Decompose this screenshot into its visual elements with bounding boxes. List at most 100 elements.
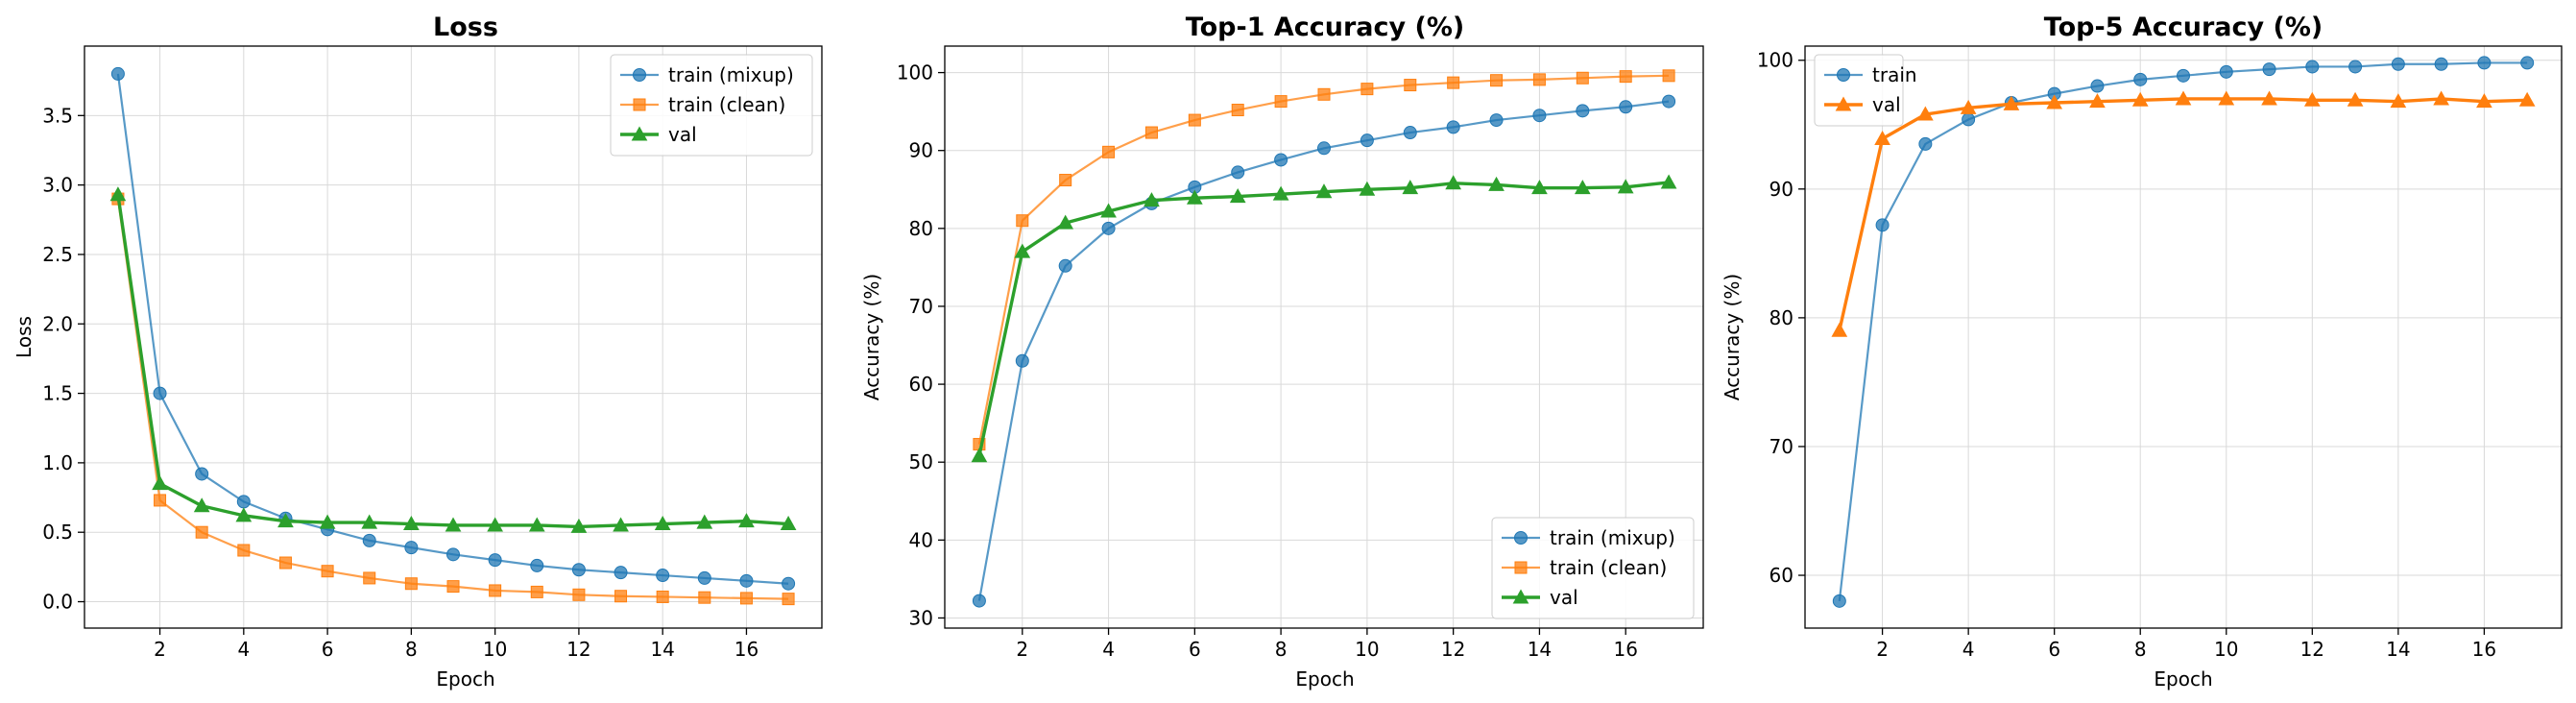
top1-point-train-mixup <box>1360 133 1374 148</box>
loss-point-train-mixup <box>362 533 376 547</box>
top1-legend-box <box>1491 517 1695 619</box>
top1-y-tick-label: 70 <box>909 295 933 318</box>
loss-point-train-clean <box>614 590 628 603</box>
top1-panel: Top-1 Accuracy (%) 2 4 6 8 10 12 14 16 30 40 50 60… <box>860 12 1704 691</box>
loss-point-val <box>487 517 503 532</box>
top1-legend-label-train-clean: train (clean) <box>1550 556 1667 579</box>
top5-point-val <box>2390 93 2407 109</box>
top5-point-train <box>1962 112 1976 127</box>
loss-legend-marker-train-mixup <box>633 68 646 82</box>
loss-y-tick-label: 0.0 <box>42 591 73 614</box>
top1-legend-entry-train-clean: train (clean) <box>1502 556 1667 579</box>
top1-legend-label-val: val <box>1550 586 1578 609</box>
top5-point-train <box>1918 136 1933 151</box>
top1-y-tick-label: 50 <box>909 450 933 473</box>
top5-point-train <box>1832 594 1846 608</box>
loss-point-train-mixup <box>110 66 125 81</box>
loss-legend-entry-val: val <box>620 123 697 146</box>
top1-point-train-mixup <box>1015 353 1029 368</box>
top1-point-train-mixup <box>1662 94 1676 109</box>
top5-point-val <box>1831 322 1848 337</box>
loss-point-train-mixup <box>697 570 711 585</box>
top1-point-val <box>1445 175 1462 190</box>
top5-point-val <box>2261 90 2277 106</box>
top5-y-ticks: 60 70 80 90 100 <box>1757 49 1805 587</box>
top1-point-train-clean <box>1447 76 1460 89</box>
top1-x-tick-label: 12 <box>1441 638 1465 661</box>
loss-point-train-clean <box>656 590 669 603</box>
top1-point-train-mixup <box>1576 104 1590 118</box>
top1-point-val <box>1057 214 1074 230</box>
top1-x-tick-label: 6 <box>1189 638 1201 661</box>
top1-y-tick-label: 90 <box>909 139 933 162</box>
top1-point-train-clean <box>1102 145 1116 158</box>
top1-point-train-clean <box>1059 174 1072 187</box>
loss-point-train-mixup <box>446 547 460 562</box>
top5-legend-label-val: val <box>1872 93 1901 116</box>
loss-x-tick-label: 16 <box>734 638 758 661</box>
top1-point-val <box>1574 180 1591 195</box>
loss-point-train-mixup <box>530 558 544 572</box>
loss-x-tick-label: 6 <box>322 638 334 661</box>
loss-point-train-clean <box>489 584 502 597</box>
loss-legend-marker-train-clean <box>633 98 646 111</box>
loss-point-val <box>152 475 168 491</box>
top5-legend-box <box>1814 54 1904 127</box>
top5-point-val <box>2046 94 2063 109</box>
loss-y-tick-label: 2.5 <box>42 243 73 266</box>
top1-point-train-mixup <box>1403 126 1417 140</box>
top5-point-train <box>2219 64 2233 79</box>
top5-y-tick-label: 90 <box>1769 178 1794 201</box>
loss-point-val <box>780 515 797 531</box>
loss-x-tick-label: 12 <box>566 638 590 661</box>
loss-legend-label-train-mixup: train (mixup) <box>668 63 794 86</box>
top1-line-train-clean <box>977 74 1670 445</box>
top5-point-val <box>2518 91 2536 107</box>
top1-plot-frame <box>944 45 1704 629</box>
top1-point-train-clean <box>1619 70 1632 84</box>
top5-x-tick-label: 6 <box>2048 638 2060 661</box>
loss-point-val <box>403 515 420 531</box>
top5-point-val <box>2476 93 2492 109</box>
top1-y-ticks: 30 40 50 60 70 80 90 100 <box>897 61 945 629</box>
top1-x-tick-label: 10 <box>1355 638 1379 661</box>
top1-point-train-mixup <box>1446 120 1460 134</box>
loss-point-train-clean <box>363 571 376 585</box>
top1-point-train-mixup <box>1101 221 1116 235</box>
top1-y-axis-label: Accuracy (%) <box>860 274 883 400</box>
top1-point-val <box>1014 243 1031 258</box>
loss-grid <box>84 46 822 628</box>
top1-point-val <box>1617 179 1634 194</box>
loss-point-train-mixup <box>656 569 670 583</box>
top5-point-train <box>2133 72 2148 86</box>
top5-point-train <box>2305 60 2320 74</box>
top5-y-tick-label: 80 <box>1769 306 1794 329</box>
top5-y-axis-label: Accuracy (%) <box>1721 274 1744 400</box>
top5-x-tick-label: 2 <box>1876 638 1889 661</box>
loss-y-tick-label: 2.0 <box>42 312 73 335</box>
loss-legend-label-val: val <box>668 123 697 146</box>
top5-point-train <box>1875 218 1890 232</box>
top1-series-val <box>971 174 1677 463</box>
top1-point-train-mixup <box>1619 100 1633 114</box>
top1-point-val <box>1144 192 1160 207</box>
loss-point-train-mixup <box>739 573 754 588</box>
loss-series-train-clean <box>111 192 795 606</box>
loss-plot-frame <box>84 45 823 629</box>
loss-point-train-mixup <box>782 576 796 591</box>
loss-point-train-mixup <box>153 386 167 400</box>
top5-x-tick-label: 12 <box>2300 638 2324 661</box>
top5-legend-entry-train: train <box>1824 63 1917 86</box>
top1-legend-entry-train-mixup: train (mixup) <box>1502 526 1675 549</box>
top5-y-tick-label: 100 <box>1757 49 1794 72</box>
loss-line-val <box>116 194 789 529</box>
top5-series-train <box>1832 56 2535 608</box>
top1-x-tick-label: 2 <box>1016 638 1028 661</box>
top5-chart-title: Top-5 Accuracy (%) <box>2044 12 2323 42</box>
loss-point-train-clean <box>782 593 795 606</box>
top1-point-train-mixup <box>972 594 986 608</box>
top5-point-val <box>2303 91 2321 107</box>
top5-point-train <box>2090 79 2105 93</box>
loss-y-axis-label: Loss <box>12 316 36 358</box>
loss-point-train-mixup <box>195 467 209 481</box>
